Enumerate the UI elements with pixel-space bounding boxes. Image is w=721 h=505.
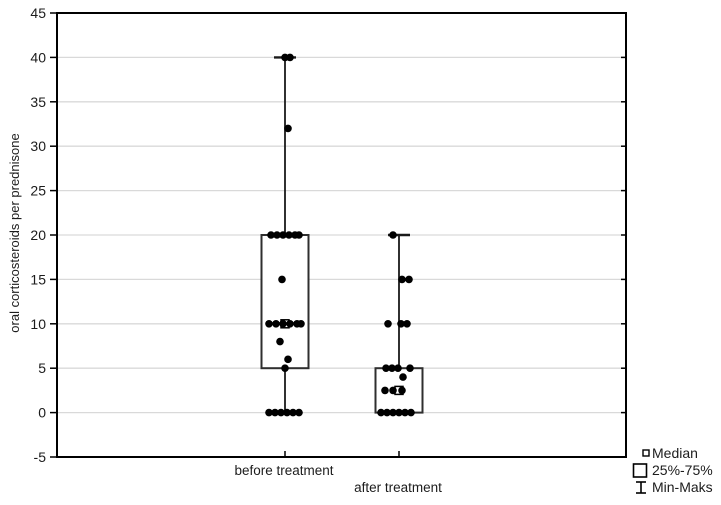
y-axis-tick-label: -5: [34, 449, 47, 465]
data-point: [389, 231, 397, 239]
data-point: [272, 320, 280, 328]
data-point: [267, 231, 275, 239]
data-point: [297, 320, 305, 328]
y-axis-tick-label: 40: [30, 49, 46, 65]
data-point: [279, 231, 287, 239]
data-point: [388, 364, 396, 373]
y-axis-tick-label: 35: [30, 94, 46, 110]
data-point: [383, 408, 391, 417]
y-axis-tick-label: 5: [38, 360, 46, 376]
legend-box-symbol: [632, 463, 648, 478]
data-point: [273, 231, 281, 239]
data-point: [389, 408, 397, 417]
data-point: [276, 337, 284, 346]
y-axis-tick-label: 0: [38, 405, 46, 421]
x-category-label: before treatment: [234, 463, 333, 478]
data-point: [401, 408, 409, 417]
y-axis-tick-label: 20: [30, 227, 46, 243]
data-point: [285, 231, 293, 239]
data-point: [382, 364, 390, 373]
data-point: [406, 364, 414, 373]
y-axis-tick-label: 25: [30, 183, 46, 199]
legend-label: Median: [652, 445, 698, 461]
data-point: [283, 408, 291, 417]
data-point: [284, 124, 292, 133]
y-axis-title: oral corticosteroids per prednisone: [7, 133, 22, 333]
box-25-75: [260, 234, 310, 370]
data-point: [265, 320, 273, 328]
data-point: [278, 275, 286, 284]
data-point: [289, 408, 297, 417]
data-point: [286, 53, 294, 62]
data-point: [381, 386, 389, 395]
data-point: [284, 355, 292, 364]
data-point: [265, 408, 273, 417]
data-point: [295, 231, 303, 239]
legend-label: Min-Maks: [652, 479, 713, 495]
data-point: [397, 320, 405, 328]
data-point: [399, 373, 407, 381]
legend-median-symbol: [642, 449, 650, 457]
y-axis-tick-label: 30: [30, 138, 46, 154]
data-point: [281, 364, 289, 373]
data-point: [295, 408, 303, 417]
data-point: [389, 386, 397, 395]
y-axis-tick-label: 15: [30, 271, 46, 287]
data-point: [384, 320, 392, 328]
data-point: [271, 408, 279, 417]
data-point: [394, 364, 402, 373]
legend-label: 25%-75%: [652, 462, 713, 478]
data-point: [395, 408, 403, 417]
data-point: [405, 275, 413, 284]
data-point: [407, 408, 415, 417]
data-point: [398, 386, 406, 395]
data-point: [377, 408, 385, 417]
data-point: [279, 320, 287, 328]
data-point: [398, 275, 406, 284]
y-axis-tick-label: 45: [30, 5, 46, 21]
data-point: [286, 320, 294, 328]
data-point: [277, 408, 285, 417]
data-point: [403, 320, 411, 328]
x-category-label: after treatment: [354, 480, 442, 495]
y-axis-tick-label: 10: [30, 316, 46, 332]
